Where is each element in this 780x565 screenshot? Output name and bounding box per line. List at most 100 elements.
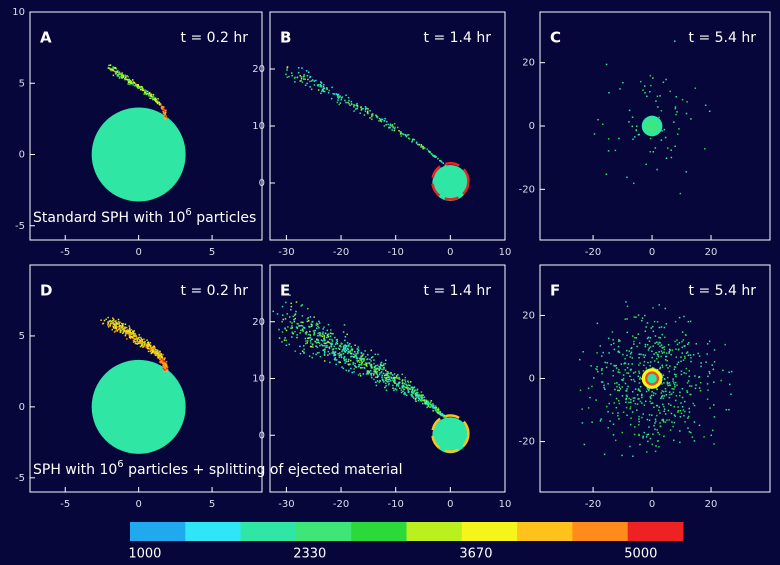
x-tick-label: 20 (705, 499, 718, 510)
particle (107, 326, 110, 328)
particle (364, 356, 367, 358)
particle (135, 336, 138, 338)
particle (314, 329, 317, 332)
particle (326, 334, 329, 337)
particle (681, 98, 684, 101)
particle (606, 362, 609, 364)
particle (377, 375, 380, 377)
x-tick-label: 10 (499, 499, 512, 510)
particle (673, 405, 676, 408)
particle (604, 388, 606, 391)
particle (662, 81, 665, 84)
particle (147, 341, 150, 343)
particle (407, 380, 409, 382)
particle (689, 320, 692, 323)
particle (427, 150, 430, 152)
particle (356, 360, 358, 362)
particle (646, 322, 649, 324)
particle (658, 336, 660, 339)
particle (676, 363, 679, 366)
particle (379, 372, 381, 374)
particle (368, 362, 371, 364)
particle (397, 374, 399, 376)
particle (379, 366, 381, 368)
particle (118, 325, 120, 328)
particle (627, 385, 629, 388)
particle (386, 376, 388, 379)
particle (708, 110, 711, 113)
particle (427, 400, 429, 403)
particle (321, 335, 323, 338)
particle (676, 133, 679, 135)
particle (632, 397, 635, 399)
particle (346, 342, 349, 344)
particle (150, 347, 153, 350)
particle (140, 338, 143, 340)
particle (333, 345, 336, 348)
particle (124, 327, 126, 329)
particle (115, 324, 117, 326)
particle (383, 366, 385, 369)
particle (631, 125, 633, 128)
particle (680, 356, 682, 358)
particle (411, 387, 413, 390)
particle (409, 388, 411, 390)
particle (341, 350, 343, 353)
particles (91, 64, 186, 202)
particle (342, 345, 345, 348)
particle (374, 365, 377, 368)
particle (663, 405, 665, 408)
particle (351, 371, 353, 374)
particle (164, 364, 167, 366)
particle (155, 99, 157, 101)
particle (661, 390, 664, 392)
particle (298, 325, 301, 327)
particle (302, 76, 305, 78)
particle (652, 433, 654, 435)
panel-time: t = 0.2 hr (181, 283, 249, 299)
particle (303, 351, 305, 354)
particle (681, 388, 684, 390)
particle (363, 359, 366, 361)
particle (301, 304, 304, 306)
particle (391, 129, 393, 131)
particle (309, 316, 312, 318)
particle (319, 355, 322, 358)
particle (376, 380, 379, 382)
x-tick-label: -10 (388, 499, 404, 510)
particle (285, 344, 288, 347)
particle (591, 385, 593, 388)
particle (142, 346, 144, 348)
particle (334, 354, 337, 356)
particle (131, 79, 134, 81)
particle (331, 352, 334, 354)
particle (304, 84, 307, 87)
particle (617, 389, 619, 392)
particle (140, 345, 143, 347)
particle (672, 439, 675, 442)
particle (400, 132, 402, 134)
particle (126, 330, 128, 332)
particle (327, 341, 329, 343)
particle (350, 352, 353, 355)
particle (632, 455, 634, 457)
particle (143, 341, 145, 344)
particle (638, 398, 640, 400)
particle (369, 109, 371, 112)
particle (317, 85, 319, 87)
particle (155, 354, 158, 356)
particle (722, 369, 724, 372)
particle (124, 329, 127, 332)
particle (658, 433, 661, 436)
particle (389, 123, 392, 126)
particle (146, 345, 149, 347)
particle (344, 347, 347, 349)
particle (646, 337, 649, 340)
particle (639, 443, 641, 446)
particle (309, 80, 311, 83)
particle (651, 350, 653, 353)
particle (308, 333, 310, 336)
particle (335, 339, 338, 341)
particle (163, 369, 166, 371)
particle (651, 443, 653, 446)
